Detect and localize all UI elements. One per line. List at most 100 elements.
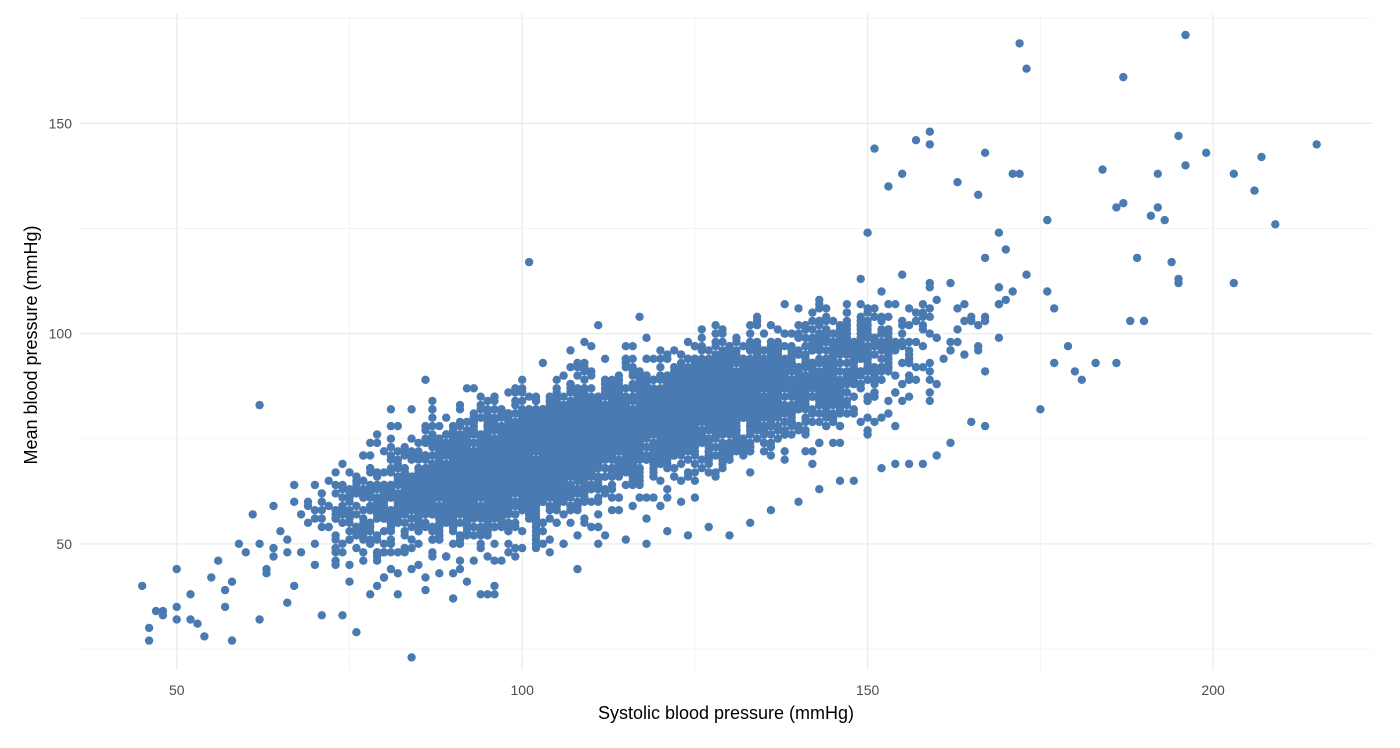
data-point [442,430,451,439]
data-point [600,464,610,473]
data-point [594,321,603,330]
data-point [773,363,782,372]
data-point [607,472,617,481]
data-point [490,539,499,548]
data-point [511,464,520,473]
data-point [828,375,838,384]
data-point [794,333,803,342]
data-point [490,581,499,591]
data-point [746,321,755,330]
data-point [656,501,665,511]
data-point [407,535,416,544]
data-point [1001,295,1010,305]
data-point [787,363,796,372]
data-point [704,358,713,368]
data-point [421,434,430,443]
data-point [683,438,693,448]
data-point [739,379,748,389]
data-point [842,379,852,389]
data-point [676,379,686,389]
data-point [856,384,865,393]
data-point [925,304,934,313]
data-point [566,388,575,397]
data-point [822,358,831,368]
data-point [490,392,499,401]
data-point [670,363,679,372]
data-point [497,434,506,443]
data-point [524,451,534,460]
data-point [442,438,451,448]
data-point [545,396,554,406]
data-point [338,480,347,490]
data-point [580,363,589,372]
data-point [856,274,865,284]
data-point [732,430,741,439]
data-point [801,447,810,456]
data-point [538,476,548,485]
data-point [296,510,306,519]
data-point [746,417,755,427]
data-point [697,400,706,410]
data-point [649,413,658,422]
data-point [352,476,361,485]
data-point [518,493,527,502]
data-point [352,501,361,511]
data-point [421,522,430,532]
data-point [442,472,451,481]
data-point [594,417,603,427]
data-point [269,543,278,553]
data-point [628,363,637,372]
data-point [663,396,672,406]
data-point [676,438,686,448]
data-point [697,384,706,393]
data-point [331,560,340,570]
data-point [379,480,389,490]
data-point [932,379,941,389]
data-point [379,489,389,498]
data-point [469,522,478,532]
data-point [842,325,852,334]
data-point [317,489,326,498]
data-point [587,342,596,351]
data-point [787,354,796,363]
data-point [331,468,340,477]
data-point [379,447,389,456]
data-point [580,518,589,527]
data-point [421,472,430,481]
data-point [511,518,520,527]
data-point [594,522,603,532]
data-point [822,388,831,397]
data-point [946,337,955,347]
data-point [386,442,396,452]
data-point [808,337,817,347]
data-point [690,442,700,452]
data-point [676,459,686,469]
data-point [524,480,534,490]
data-point [359,485,368,494]
data-point [642,493,651,502]
data-point [746,329,755,338]
data-point [607,388,617,397]
data-point [766,417,776,427]
data-point [732,421,741,431]
data-point [877,329,886,338]
data-point [884,325,893,334]
data-point [462,501,472,511]
data-point [421,375,430,384]
data-point [822,304,831,313]
data-point [884,350,893,359]
data-point [711,342,720,351]
data-point [752,434,762,443]
data-point [455,539,465,548]
data-point [345,497,354,506]
data-point [269,501,278,511]
data-point [386,455,396,464]
data-point [711,442,720,452]
data-point [366,518,375,527]
data-point [524,514,534,523]
data-point [428,506,437,515]
data-point [587,367,596,376]
data-point [386,506,396,515]
data-point [490,480,499,490]
